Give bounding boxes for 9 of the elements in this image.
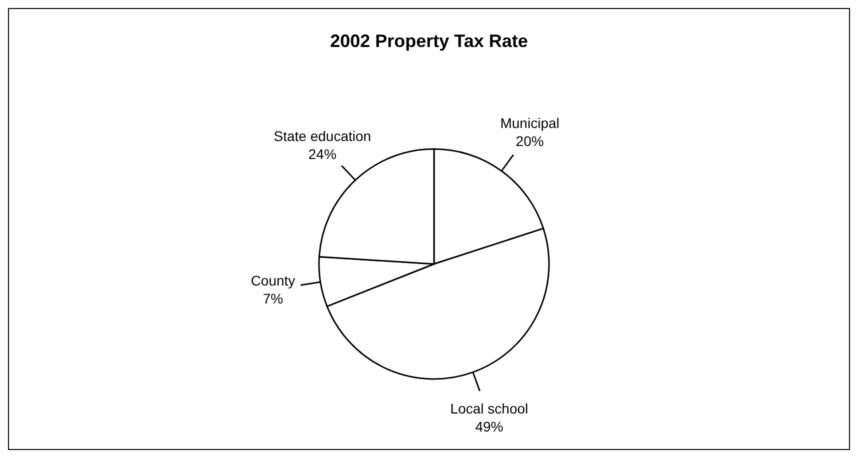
data-label: 49% bbox=[475, 418, 504, 434]
chart-title: 2002 Property Tax Rate bbox=[329, 31, 529, 52]
slice-label: Municipal bbox=[500, 115, 560, 132]
slice-label: Local school bbox=[450, 400, 528, 416]
data-label: 24% bbox=[308, 146, 336, 162]
data-label: 20% bbox=[516, 133, 544, 150]
slice-label: County bbox=[250, 272, 296, 288]
data-label: 7% bbox=[262, 290, 284, 306]
slice-label: State education bbox=[274, 128, 372, 144]
